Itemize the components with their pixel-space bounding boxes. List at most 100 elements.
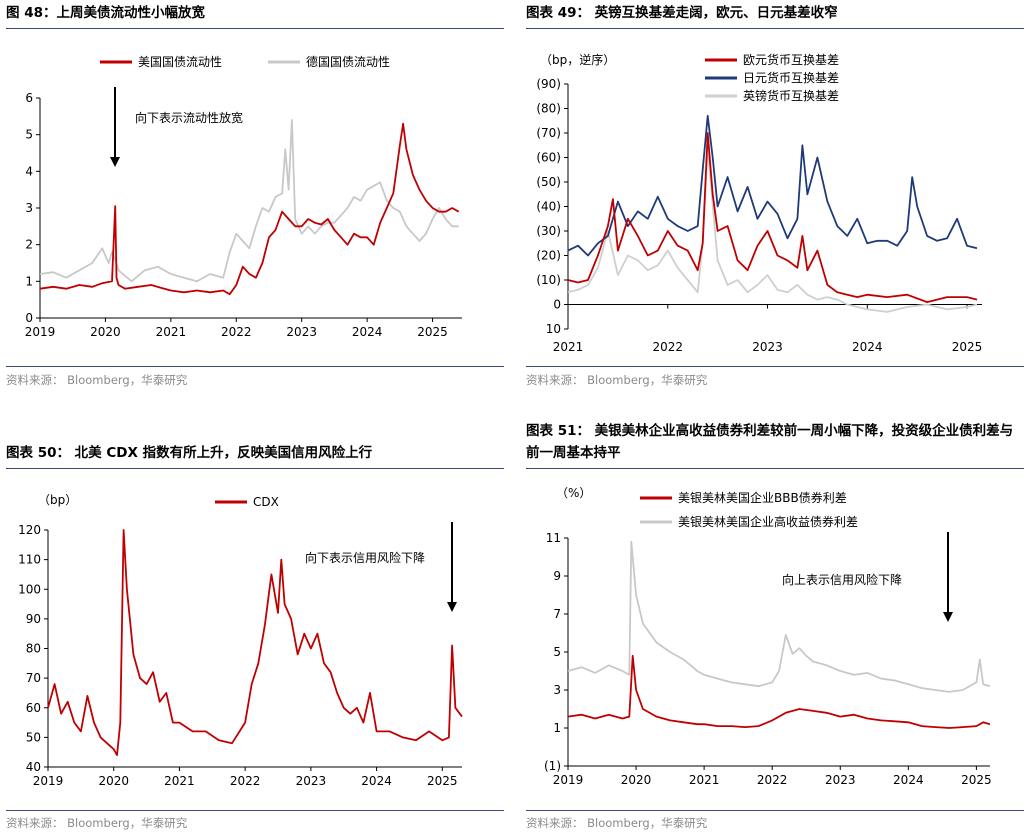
y-tick-label: 60	[26, 701, 41, 715]
source-note: 资料来源： Bloomberg，华泰研究	[526, 816, 708, 830]
source-rule	[6, 366, 504, 367]
y-axis-label: （bp，逆序）	[540, 52, 615, 67]
legend-label: 日元货币互换基差	[743, 70, 839, 85]
arrow-head	[943, 612, 953, 622]
x-tick-label: 2021	[689, 773, 720, 787]
y-tick-label: (20)	[536, 249, 561, 263]
panel-title: 图表 51： 美银美林企业高收益债券利差较前一周小幅下降，投资级企业债利差与前一…	[526, 423, 1014, 461]
legend-label: 欧元货币互换基差	[743, 52, 839, 67]
y-tick-label: 4	[25, 164, 33, 178]
x-tick-label: 2020	[90, 325, 121, 339]
title-rule	[6, 468, 504, 469]
annotation-text: 向下表示信用风险下降	[305, 550, 425, 565]
y-tick-label: 5	[553, 645, 561, 659]
y-tick-label: (50)	[536, 175, 561, 189]
x-tick-label: 2022	[652, 340, 683, 354]
line-chart: 0 1 2 3 4 5 6 2019 2020 2021 2022 2023 2024 2025 美国国债流…	[25, 54, 462, 339]
y-tick-label: 100	[18, 582, 41, 596]
y-tick-label: 120	[18, 523, 41, 537]
annotation-text: 向下表示流动性放宽	[135, 110, 243, 125]
source-rule	[526, 810, 1024, 811]
series-line	[567, 132, 978, 304]
y-axis-label: （bp）	[38, 493, 77, 507]
legend-label: CDX	[253, 495, 279, 509]
x-tick-label: 2020	[98, 774, 129, 788]
title-rule	[526, 28, 1024, 29]
legend-label: 美国国债流动性	[138, 55, 222, 69]
x-tick-label: 2023	[825, 773, 856, 787]
y-tick-label: 10	[546, 322, 561, 336]
y-tick-label: 110	[18, 553, 41, 567]
y-tick-label: 6	[25, 91, 33, 105]
y-tick-label: 40	[26, 760, 41, 774]
y-tick-label: 50	[26, 730, 41, 744]
y-tick-label: (80)	[536, 102, 561, 116]
series-line	[47, 529, 463, 757]
legend-label: 美银美林美国企业高收益债券利差	[678, 514, 858, 529]
legend-label: 德国国债流动性	[306, 54, 390, 69]
x-tick-label: 2024	[361, 774, 392, 788]
y-tick-label: 1	[25, 274, 33, 288]
source-rule	[526, 366, 1024, 367]
y-axis-label: （%）	[556, 486, 591, 500]
line-chart: 40 50 60 70 80 90 100 110 120 2019 2020 2021 2022 202…	[18, 493, 463, 788]
source-note: 资料来源： Bloomberg，华泰研究	[526, 373, 708, 387]
x-tick-label: 2023	[286, 325, 317, 339]
y-tick-label: 7	[553, 607, 561, 621]
y-tick-label: 0	[553, 298, 561, 312]
chart-panel-credit-spread: 图表 51： 美银美林企业高收益债券利差较前一周小幅下降，投资级企业债利差与前一…	[520, 418, 1030, 835]
series-line	[567, 146, 978, 313]
panel-title: 图 48：上周美债流动性小幅放宽	[6, 5, 205, 21]
legend-label: 美银美林美国企业BBB债券利差	[678, 490, 847, 505]
x-tick-label: 2020	[621, 773, 652, 787]
x-tick-label: 2019	[553, 773, 584, 787]
x-tick-label: 2022	[230, 774, 261, 788]
y-tick-label: (30)	[536, 224, 561, 238]
x-tick-label: 2024	[852, 340, 883, 354]
chart-panel-swap-basis: 图表 49： 英镑互换基差走阔，欧元、日元基差收窄 (90) (80) (70) (6…	[520, 0, 1030, 390]
x-tick-label: 2024	[893, 773, 924, 787]
y-tick-label: 2	[25, 238, 33, 252]
panel-title: 图表 50： 北美 CDX 指数有所上升，反映美国信用风险上行	[6, 445, 373, 461]
y-tick-label: (60)	[536, 151, 561, 165]
x-tick-label: 2025	[961, 773, 992, 787]
x-tick-label: 2022	[221, 325, 252, 339]
y-tick-label: 11	[546, 531, 561, 545]
y-tick-label: (70)	[536, 126, 561, 140]
panel-title: 图表 49： 英镑互换基差走阔，欧元、日元基差收窄	[526, 5, 838, 21]
source-rule	[6, 810, 504, 811]
title-rule	[526, 468, 1024, 469]
series-line	[39, 122, 460, 296]
series-line	[567, 654, 991, 729]
x-tick-label: 2021	[164, 774, 195, 788]
y-tick-label: (10)	[536, 273, 561, 287]
x-tick-label: 2024	[352, 325, 383, 339]
y-tick-label: 5	[25, 128, 33, 142]
chart-panel-cdx: 图表 50： 北美 CDX 指数有所上升，反映美国信用风险上行 40 50 60 70…	[0, 440, 510, 835]
legend-label: 英镑货币互换基差	[743, 88, 839, 103]
x-tick-label: 2021	[553, 340, 584, 354]
y-tick-label: 80	[26, 642, 41, 656]
chart-panel-liquidity: 图 48：上周美债流动性小幅放宽 0 1 2 3 4 5 6 2019 2020 2021 2022…	[0, 0, 510, 390]
y-tick-label: 3	[25, 201, 33, 215]
line-chart: (1) 1 3 5 7 9 11 2019 2020 2021 2022 2023 2024 2025 （%…	[544, 486, 992, 787]
x-tick-label: 2023	[296, 774, 327, 788]
x-tick-label: 2019	[25, 325, 56, 339]
x-tick-label: 2025	[427, 774, 458, 788]
x-tick-label: 2023	[752, 340, 783, 354]
y-tick-label: 1	[553, 721, 561, 735]
y-tick-label: 9	[553, 569, 561, 583]
line-chart: (90) (80) (70) (60) (50) (40) (30) (20) (10) 0 10 2…	[536, 52, 982, 354]
arrow-head	[447, 602, 457, 612]
y-tick-label: (40)	[536, 200, 561, 214]
y-tick-label: 70	[26, 671, 41, 685]
source-note: 资料来源： Bloomberg，华泰研究	[6, 373, 188, 387]
y-tick-label: 0	[25, 311, 33, 325]
x-tick-label: 2019	[33, 774, 64, 788]
x-tick-label: 2025	[417, 325, 448, 339]
annotation-text: 向上表示信用风险下降	[782, 572, 902, 587]
y-tick-label: (1)	[544, 759, 561, 773]
x-tick-label: 2022	[757, 773, 788, 787]
series-line	[567, 114, 978, 257]
y-tick-label: 3	[553, 683, 561, 697]
